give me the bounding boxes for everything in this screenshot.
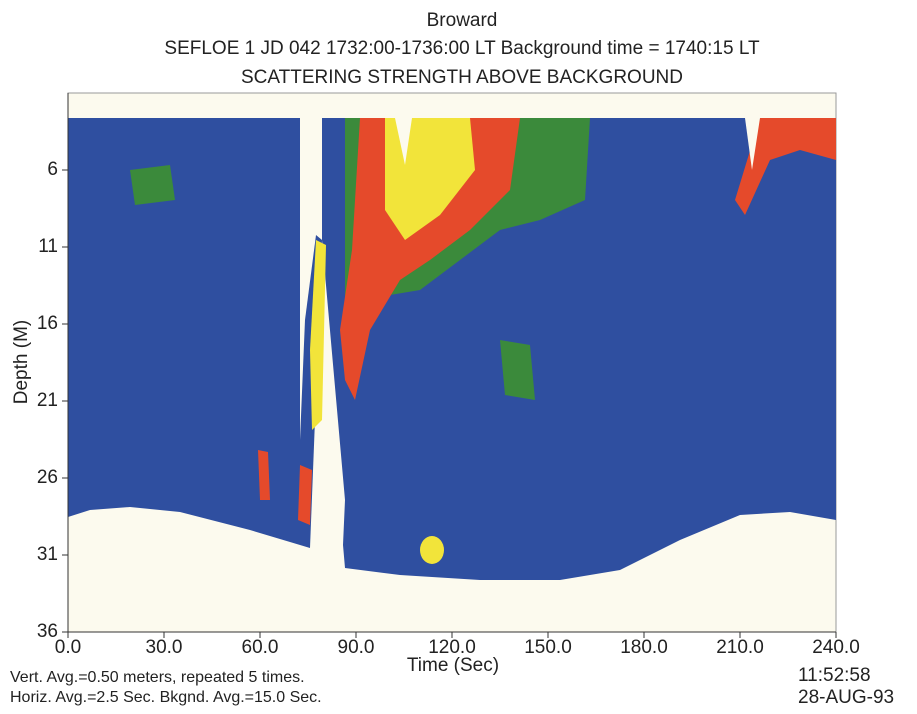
contour-region	[500, 340, 535, 400]
time-stamp: 11:52:58	[798, 665, 871, 686]
y-tick-label: 21	[37, 390, 58, 411]
contour-region	[258, 450, 270, 500]
title: Broward	[427, 10, 498, 31]
x-tick-label: 180.0	[620, 637, 668, 658]
y-tick-label: 26	[37, 467, 58, 488]
contour-fill	[68, 118, 836, 580]
x-tick-label: 120.0	[428, 637, 476, 658]
contour-region	[420, 536, 444, 564]
contour-region	[385, 118, 475, 240]
x-axis-label: Time (Sec)	[407, 655, 499, 676]
x-tick-label: 60.0	[242, 637, 279, 658]
contour-region	[68, 118, 300, 545]
x-tick-label: 90.0	[338, 637, 375, 658]
contour-region	[310, 240, 326, 430]
y-tick-label: 6	[47, 159, 58, 180]
x-tick-label: 150.0	[524, 637, 572, 658]
y-tick-label: 16	[37, 313, 58, 334]
x-tick-label: 30.0	[146, 637, 183, 658]
x-tick-label: 240.0	[812, 637, 860, 658]
contour-region	[298, 465, 312, 525]
subtitle: SCATTERING STRENGTH ABOVE BACKGROUND	[241, 67, 683, 88]
contour-region	[735, 118, 836, 215]
x-tick-label: 0.0	[55, 637, 81, 658]
contour-gap	[395, 118, 412, 165]
y-tick-label: 36	[37, 621, 58, 642]
titles: Broward SEFLOE 1 JD 042 1732:00-1736:00 …	[164, 10, 760, 88]
subtitle: SEFLOE 1 JD 042 1732:00-1736:00 LT Backg…	[164, 38, 760, 59]
note: Horiz. Avg.=2.5 Sec. Bkgnd. Avg.=15.0 Se…	[10, 689, 322, 706]
x-tick-label: 210.0	[716, 637, 764, 658]
note: Vert. Avg.=0.50 meters, repeated 5 times…	[10, 669, 305, 686]
contour-region	[130, 165, 175, 205]
date-stamp: 28-AUG-93	[798, 687, 894, 708]
y-axis-label: Depth (M)	[11, 320, 32, 404]
y-tick-label: 11	[38, 236, 58, 257]
y-tick-label: 31	[37, 544, 58, 565]
contour-gap	[745, 118, 760, 170]
